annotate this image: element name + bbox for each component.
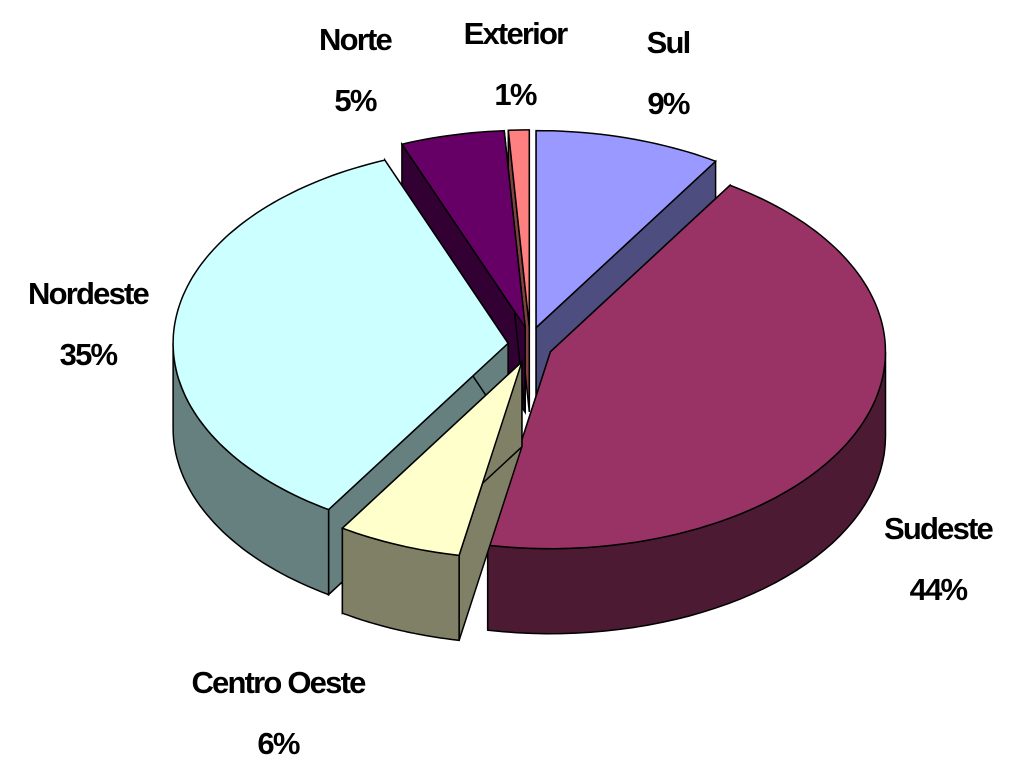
slice [507,129,531,327]
slice [400,129,526,328]
slice-value-label: 1% [494,77,536,112]
slice-label: Centro Oeste [191,665,366,700]
slice [172,159,510,511]
slice-label: Sudeste [884,511,994,546]
slice [535,129,718,330]
slice-label: Sul [647,25,690,60]
slice-label: Nordeste [28,276,150,311]
slice-label: Norte [319,22,393,57]
slice [340,359,524,557]
slice-value-label: 44% [910,572,968,607]
slice-label: Exterior [464,16,568,51]
slice [486,184,887,550]
slice-value-label: 5% [334,83,376,118]
slice-value-label: 35% [60,337,118,372]
slice-value-label: 6% [257,726,299,761]
slice-value-label: 9% [647,86,689,121]
